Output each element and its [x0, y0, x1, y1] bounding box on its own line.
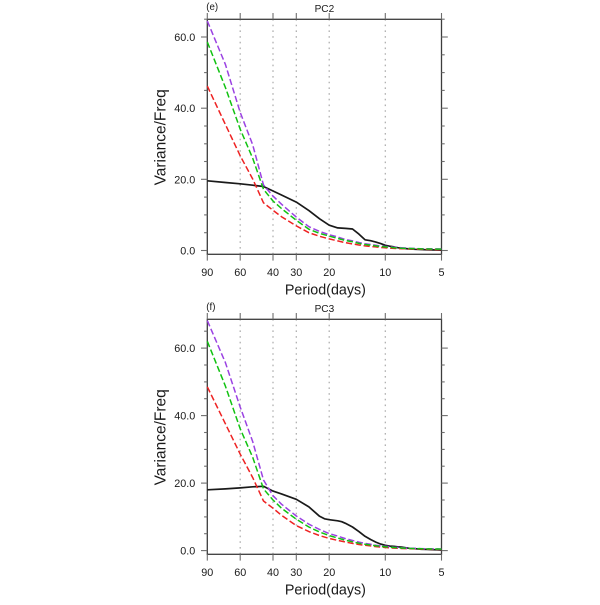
svg-text:90: 90: [201, 267, 213, 279]
svg-text:Variance/Freq: Variance/Freq: [152, 89, 169, 185]
svg-text:20: 20: [323, 267, 335, 279]
svg-text:0.0: 0.0: [180, 246, 195, 258]
svg-text:(f): (f): [206, 302, 215, 313]
svg-text:10: 10: [379, 267, 391, 279]
svg-text:30: 30: [290, 567, 302, 579]
svg-text:30: 30: [290, 267, 302, 279]
svg-text:60: 60: [234, 267, 246, 279]
svg-text:(e): (e): [206, 2, 218, 13]
svg-text:5: 5: [438, 567, 444, 579]
svg-text:Period(days): Period(days): [285, 582, 366, 598]
svg-text:60: 60: [234, 567, 246, 579]
svg-text:20.0: 20.0: [174, 478, 195, 490]
svg-text:40.0: 40.0: [174, 103, 195, 115]
svg-text:Period(days): Period(days): [285, 282, 366, 298]
svg-text:40: 40: [267, 267, 279, 279]
svg-text:0.0: 0.0: [180, 546, 195, 558]
svg-text:90: 90: [201, 567, 213, 579]
svg-text:10: 10: [379, 567, 391, 579]
svg-text:5: 5: [438, 267, 444, 279]
svg-text:20: 20: [323, 567, 335, 579]
svg-text:60.0: 60.0: [174, 343, 195, 355]
svg-text:20.0: 20.0: [174, 174, 195, 186]
svg-text:40: 40: [267, 567, 279, 579]
svg-text:PC2: PC2: [315, 4, 335, 15]
svg-text:40.0: 40.0: [174, 411, 195, 423]
svg-text:Variance/Freq: Variance/Freq: [152, 389, 169, 485]
svg-text:60.0: 60.0: [174, 32, 195, 44]
svg-text:PC3: PC3: [315, 304, 335, 315]
